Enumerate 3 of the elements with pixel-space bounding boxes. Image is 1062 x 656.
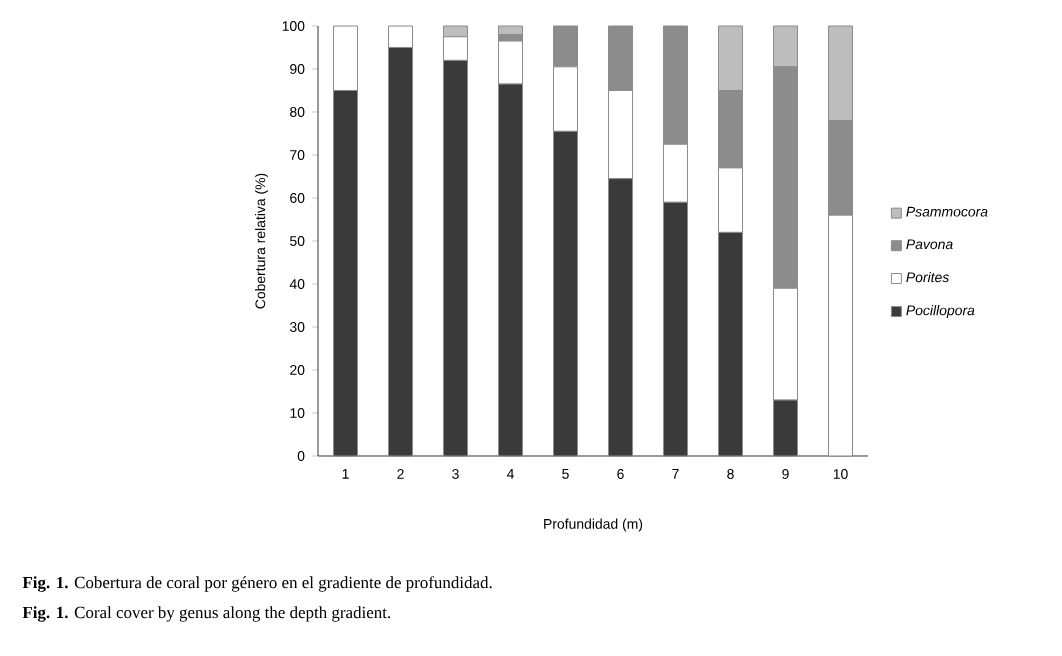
text: Fig. 1. Cobertura de coral por género en el gradiente de profundidad. — [22, 576, 492, 592]
bar — [498, 25, 524, 36]
text: Fig. 1. Coral cover by genus along the depth gradient. — [22, 606, 391, 622]
